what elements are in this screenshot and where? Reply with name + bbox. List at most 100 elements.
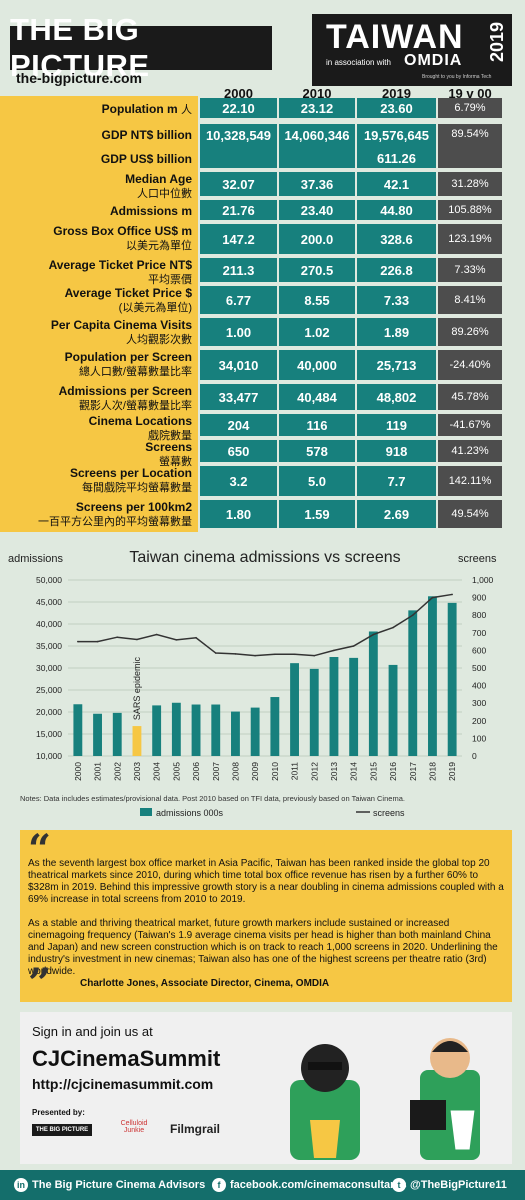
bar — [408, 610, 418, 756]
y-tick-label: 40,000 — [36, 619, 62, 629]
row-label-en: Average Ticket Price NT$ — [48, 258, 192, 272]
row-label: Admissions per Screen 觀影人次/螢幕數量比率 — [0, 384, 196, 413]
screens-point — [333, 649, 335, 652]
table-cell: 116 — [279, 414, 355, 436]
change-cell: 8.41% — [438, 286, 502, 314]
x-tick-label: 2002 — [112, 762, 122, 781]
x-tick-label: 2000 — [73, 762, 83, 781]
promo-event[interactable]: CJCinemaSummit — [32, 1046, 221, 1071]
table-cell: 2.69 — [357, 500, 436, 528]
bar — [349, 657, 359, 756]
bar — [171, 702, 181, 756]
table-cell: 23.60 — [357, 98, 436, 118]
table-cell: 32.07 — [200, 172, 277, 196]
presented-by: Presented by: — [32, 1108, 85, 1117]
x-tick-label: 2010 — [270, 762, 280, 781]
sponsor-bigpicture[interactable]: THE BIG PICTURE — [32, 1124, 92, 1136]
screens-point — [136, 638, 138, 641]
open-quote-icon: “ — [28, 826, 52, 873]
y-tick-label: 45,000 — [36, 597, 62, 607]
screens-point — [214, 652, 217, 654]
change-cell: 31.28% — [438, 172, 502, 196]
x-tick-label: 2014 — [349, 762, 359, 781]
screens-point — [254, 654, 256, 657]
badge-title: TAIWAN — [326, 18, 464, 56]
taiwan-badge: TAIWAN in association with OMDIA 2019 Br… — [312, 14, 512, 86]
change-cell: 105.88% — [438, 200, 502, 220]
footer-linkedin[interactable]: in The Big Picture Cinema Advisors — [14, 1178, 205, 1192]
column-header: 2010 — [302, 86, 332, 101]
row-label-en: Screens — [145, 440, 192, 454]
screens-point — [431, 596, 434, 599]
table-cell: 7.33 — [357, 286, 436, 314]
row-label-zh: 人 — [181, 104, 192, 116]
screens-point — [392, 626, 394, 629]
facebook-label: facebook.com/cinemaconsultants — [230, 1179, 407, 1191]
row-label-zh: 觀影人次/螢幕數量比率 — [78, 400, 192, 412]
quote-box: “ As the seventh largest box office mark… — [20, 826, 512, 1007]
row-label-zh: (以美元為單位) — [118, 302, 192, 314]
promo-signin: Sign in and join us at — [32, 1024, 153, 1039]
table-cell: 23.40 — [279, 200, 355, 220]
table-cell: 226.8 — [357, 258, 436, 282]
bar — [368, 631, 378, 756]
table-cell: 147.2 — [200, 224, 277, 254]
footer-facebook[interactable]: f facebook.com/cinemaconsultants — [212, 1178, 407, 1192]
row-label-en: Admissions m — [109, 204, 192, 218]
sponsor-filmgrail[interactable]: Filmgrail — [170, 1122, 221, 1136]
change-cell: 7.33% — [438, 258, 502, 282]
quote-author: Charlotte Jones, Associate Director, Cin… — [80, 978, 330, 989]
chart-notes: Notes: Data includes estimates/provision… — [20, 794, 405, 803]
table-cell: 578 — [279, 440, 355, 462]
x-tick-label: 2009 — [250, 762, 260, 781]
change-cell: 6.79% — [438, 98, 502, 118]
promo-url[interactable]: http://cjcinemasummit.com — [32, 1076, 214, 1092]
chart-title: Taiwan cinema admissions vs screens — [129, 549, 400, 566]
bar — [388, 664, 398, 756]
screens-point — [195, 636, 197, 639]
y2-tick-label: 500 — [472, 663, 486, 673]
row-label-en: GDP NT$ billion — [101, 128, 192, 142]
change-cell: 142.11% — [438, 466, 502, 496]
big-picture-logo[interactable]: THE BIG PICTURE — [10, 12, 272, 83]
change-cell: 45.78% — [438, 384, 502, 410]
table-cell: 7.7 — [357, 466, 436, 496]
x-tick-label: 2003 — [132, 762, 142, 781]
twitter-icon: t — [392, 1178, 406, 1192]
row-label-en: GDP US$ billion — [100, 152, 192, 166]
linkedin-icon: in — [14, 1178, 28, 1192]
bar — [309, 668, 319, 756]
table-cell: 40,484 — [279, 384, 355, 410]
y-tick-label: 50,000 — [36, 575, 62, 585]
table-cell: 650 — [200, 440, 277, 462]
change-cell: 123.19% — [438, 224, 502, 254]
row-label-zh: 人口中位數 — [137, 188, 192, 200]
y2-tick-label: 0 — [472, 751, 477, 761]
badge-assoc: in association with — [326, 58, 391, 67]
x-tick-label: 2013 — [329, 762, 339, 781]
table-cell: 270.5 — [279, 258, 355, 282]
table-cell: 48,802 — [357, 384, 436, 410]
table-cell: 34,010 — [200, 350, 277, 380]
row-label: Screens per 100km2 一百平方公里內的平均螢幕數量 — [0, 500, 196, 529]
table-cell: 1.00 — [200, 318, 277, 346]
row-label-en: Cinema Locations — [88, 414, 192, 428]
row-label-zh: 戲院數量 — [148, 430, 192, 442]
row-label: GDP NT$ billion — [0, 128, 196, 142]
table-cell: 119 — [357, 414, 436, 436]
y2-tick-label: 300 — [472, 698, 486, 708]
table-cell: 3.2 — [200, 466, 277, 496]
x-tick-label: 2005 — [171, 762, 181, 781]
table-cell: 918 — [357, 440, 436, 462]
table-cell: 22.10 — [200, 98, 277, 118]
y2-tick-label: 400 — [472, 681, 486, 691]
table-cell: 6.77 — [200, 286, 277, 314]
x-tick-label: 2015 — [368, 762, 378, 781]
site-url[interactable]: the-bigpicture.com — [16, 70, 143, 86]
legend-swatch-admissions — [140, 808, 152, 816]
x-tick-label: 2017 — [408, 762, 418, 781]
footer-twitter[interactable]: t @TheBigPicture11 — [392, 1178, 507, 1192]
sponsor-celluloid-junkie[interactable]: Celluloid Junkie — [120, 1120, 148, 1134]
footer: in The Big Picture Cinema Advisors f fac… — [0, 1170, 525, 1200]
row-label: Screens per Location 每間戲院平均螢幕數量 — [0, 466, 196, 495]
